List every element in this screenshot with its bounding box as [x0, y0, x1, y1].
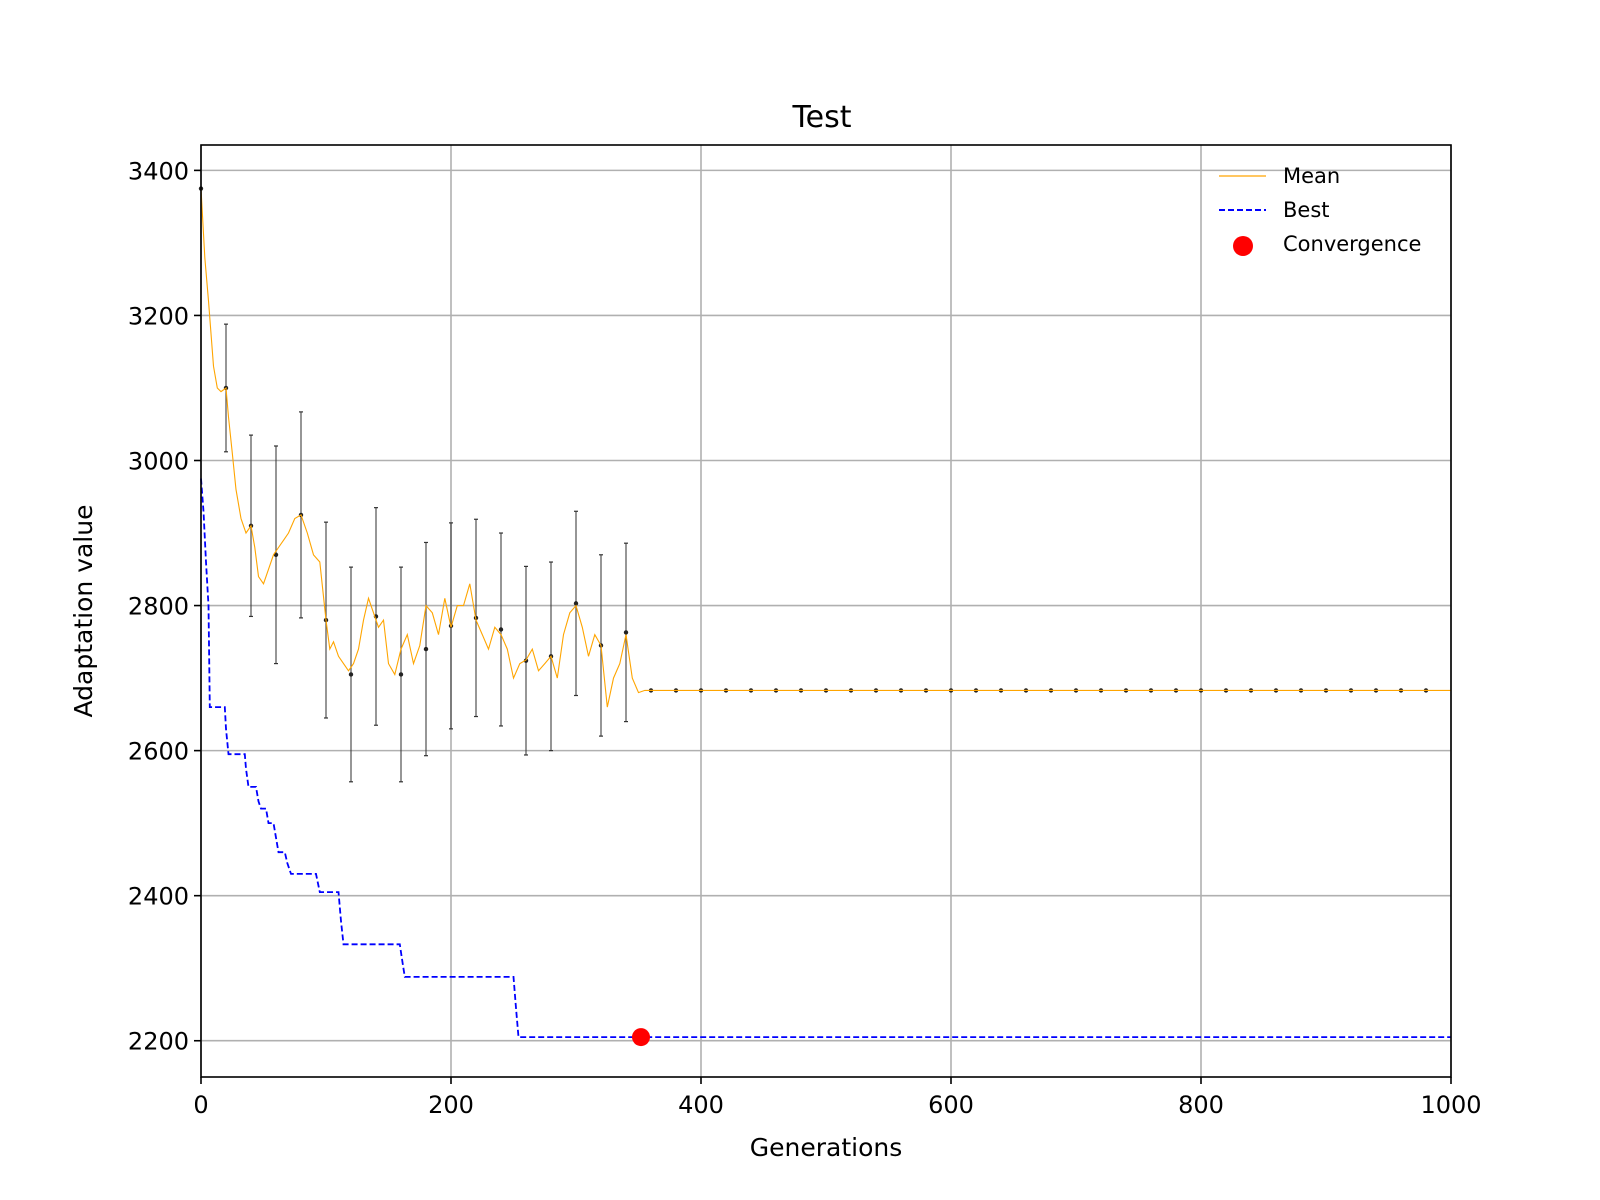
y-tick-label: 2800: [128, 593, 189, 621]
y-tick-label: 3200: [128, 302, 189, 330]
mean-sample-point: [623, 630, 629, 635]
best-line: [200, 478, 1451, 1038]
x-tick-label: 600: [928, 1091, 974, 1119]
legend: Mean Best Convergence: [1219, 164, 1421, 256]
x-tick-label: 0: [193, 1091, 208, 1119]
mean-sample-point: [498, 627, 504, 632]
x-tick-label: 400: [678, 1091, 724, 1119]
mean-sample-point: [348, 672, 354, 677]
mean-sample-point: [398, 672, 404, 677]
error-bars: [198, 186, 1429, 783]
grid: [200, 145, 1452, 1077]
y-tick-label: 2600: [128, 738, 189, 766]
mean-sample-point: [423, 646, 429, 652]
x-tick-label: 800: [1178, 1091, 1224, 1119]
mean-line: [200, 188, 1451, 708]
y-tick-label: 2400: [128, 883, 189, 911]
legend-convergence-label: Convergence: [1283, 232, 1421, 256]
x-tick-label: 200: [428, 1091, 474, 1119]
axis-ticks: 0 200 400 600 800 1000 2200 2400 2600 2800 3000 320…: [128, 157, 1482, 1119]
y-tick-label: 3400: [128, 157, 189, 185]
series-lines: [200, 188, 1451, 1038]
mean-sample-point: [573, 601, 579, 606]
convergence-point: [632, 1028, 650, 1047]
x-tick-label: 1000: [1420, 1091, 1481, 1119]
mean-sample-point: [523, 658, 529, 663]
y-tick-label: 3000: [128, 448, 189, 476]
legend-best-label: Best: [1283, 198, 1330, 222]
x-axis-label: Generations: [750, 1133, 903, 1162]
legend-convergence-swatch: [1233, 236, 1253, 256]
plot-frame: [200, 144, 1452, 1078]
y-axis-label: Adaptation value: [69, 505, 98, 718]
y-tick-label: 2200: [128, 1028, 189, 1056]
convergence-marker-group: [632, 1028, 650, 1047]
chart-title: Test: [791, 100, 851, 135]
legend-mean-label: Mean: [1283, 164, 1340, 188]
